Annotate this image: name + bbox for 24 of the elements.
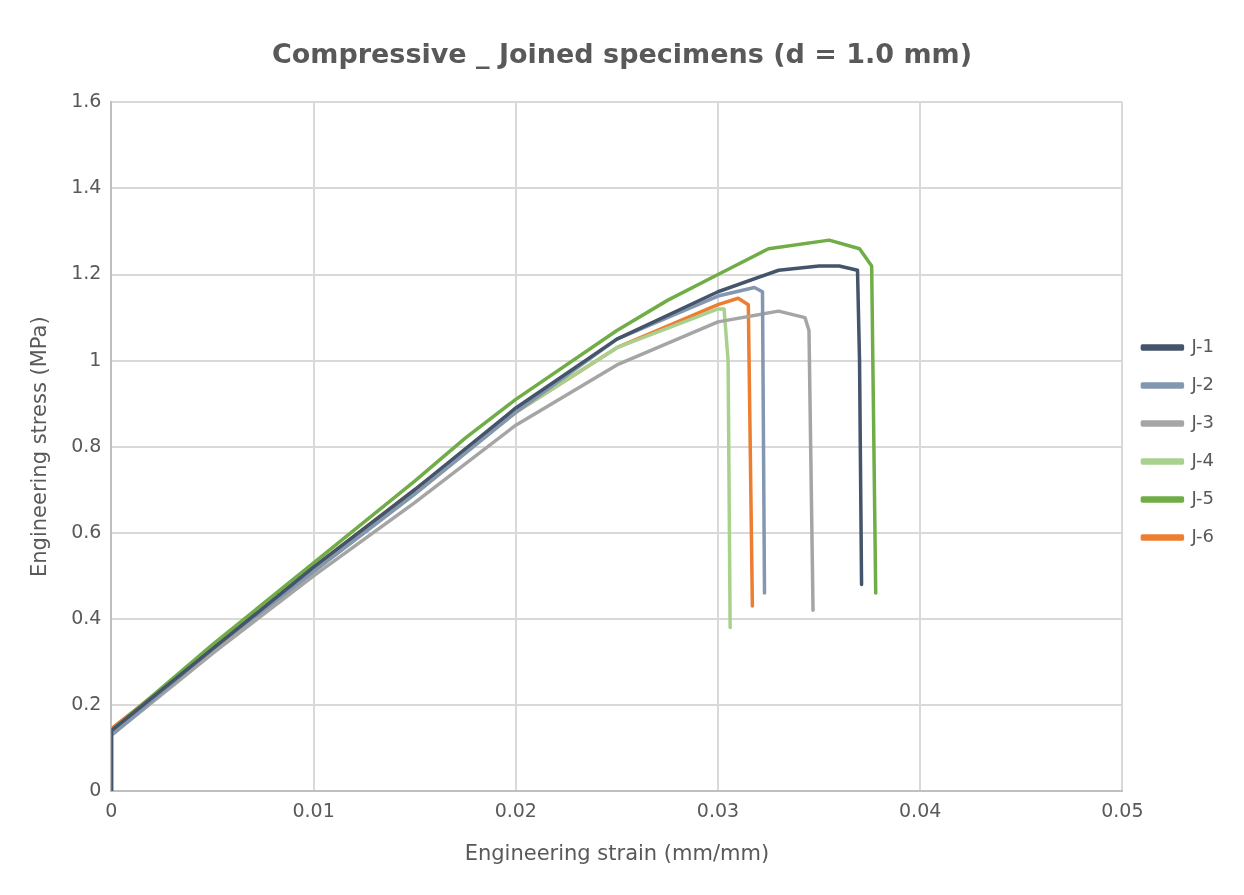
y-tick-label: 1 bbox=[89, 347, 102, 370]
chart-title: Compressive _ Joined specimens (d = 1.0 mm) bbox=[271, 38, 973, 70]
x-tick-label: 0.02 bbox=[494, 799, 537, 822]
legend-label: J-3 bbox=[1190, 411, 1215, 433]
y-tick-label: 0.6 bbox=[71, 519, 102, 542]
y-tick-label: 0.8 bbox=[71, 433, 102, 456]
y-tick-label: 0.2 bbox=[71, 691, 102, 714]
legend-label: J-1 bbox=[1190, 335, 1215, 357]
x-axis-title: Engineering strain (mm/mm) bbox=[464, 840, 770, 865]
y-tick-label: 1.2 bbox=[71, 261, 102, 284]
y-tick-label: 1.4 bbox=[71, 175, 102, 198]
x-tick-label: 0.01 bbox=[292, 799, 335, 822]
legend-label: J-5 bbox=[1190, 487, 1215, 509]
y-tick-label: 1.6 bbox=[71, 89, 102, 112]
legend-label: J-6 bbox=[1190, 525, 1215, 547]
y-tick-label: 0 bbox=[89, 777, 102, 800]
legend-label: J-4 bbox=[1190, 449, 1215, 471]
x-tick-label: 0.05 bbox=[1101, 799, 1144, 822]
x-tick-label: 0.03 bbox=[696, 799, 740, 822]
y-axis-title: Engineering stress (MPa) bbox=[27, 316, 52, 577]
x-tick-label: 0.04 bbox=[899, 799, 942, 822]
x-tick-label: 0 bbox=[105, 799, 118, 822]
y-tick-label: 0.4 bbox=[71, 605, 102, 628]
legend-label: J-2 bbox=[1190, 373, 1215, 395]
